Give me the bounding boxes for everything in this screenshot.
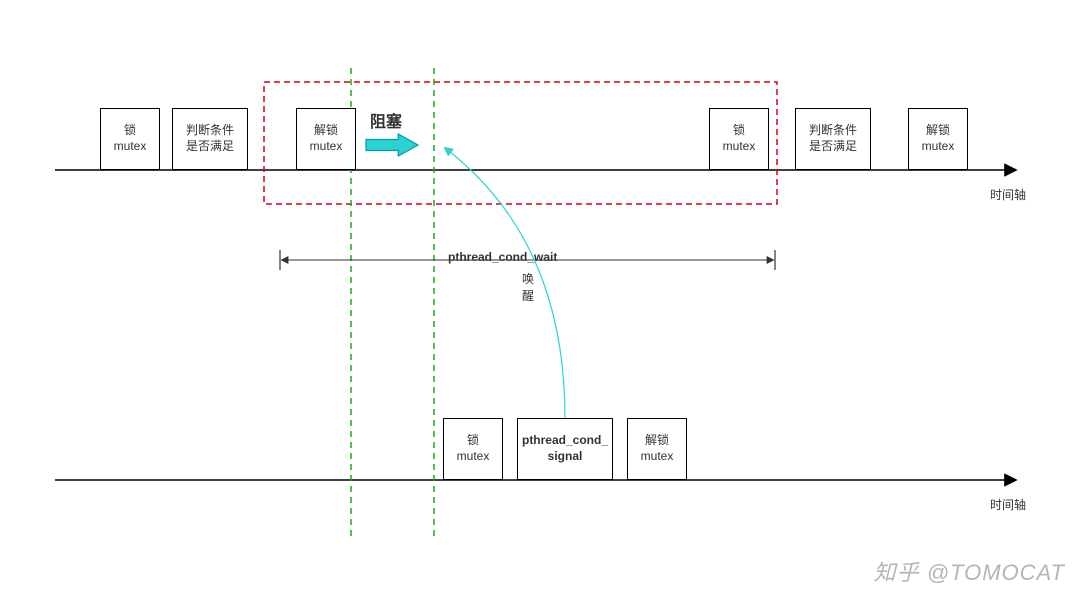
- diagram-svg: [0, 0, 1077, 597]
- top-box-lock2: 锁 mutex: [709, 108, 769, 170]
- block-arrow-icon: [366, 134, 418, 156]
- block-label: 阻塞: [370, 108, 402, 132]
- top-box-check1: 判断条件 是否满足: [172, 108, 248, 170]
- bottom-box-b_signal: pthread_cond_signal: [517, 418, 613, 480]
- top-box-check2: 判断条件 是否满足: [795, 108, 871, 170]
- timeline-bottom-label: 时间轴: [990, 496, 1026, 513]
- timeline-top-label: 时间轴: [990, 186, 1026, 203]
- top-box-unlock2: 解锁 mutex: [908, 108, 968, 170]
- range-label: pthread_cond_wait: [448, 250, 557, 264]
- signal-wake-label: 唤 醒: [522, 270, 534, 304]
- top-box-lock1: 锁 mutex: [100, 108, 160, 170]
- watermark: 知乎 @TOMOCAT: [874, 555, 1065, 587]
- bottom-box-b_unlock: 解锁 mutex: [627, 418, 687, 480]
- bottom-box-b_lock: 锁 mutex: [443, 418, 503, 480]
- top-box-unlock1: 解锁 mutex: [296, 108, 356, 170]
- signal-wake-arrow: [445, 148, 565, 418]
